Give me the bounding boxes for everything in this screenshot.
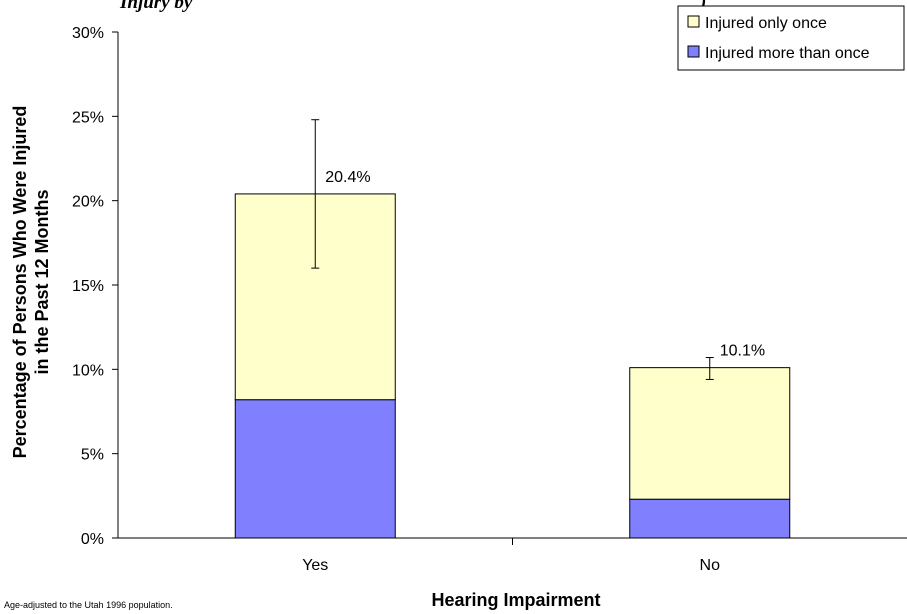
y-tick-label: 30% bbox=[72, 25, 104, 42]
y-tick-label: 20% bbox=[72, 194, 104, 211]
category-label-no: No bbox=[700, 557, 721, 574]
bar-no-series-0 bbox=[629, 498, 791, 539]
y-tick-label: 25% bbox=[72, 109, 104, 126]
bars bbox=[234, 193, 791, 539]
legend-label-once: Injured only once bbox=[705, 15, 827, 32]
legend-label-more: Injured more than once bbox=[705, 45, 870, 62]
y-axis-label-line-2: in the Past 12 Months bbox=[32, 189, 52, 374]
footnote: Age-adjusted to the Utah 1996 population… bbox=[4, 600, 173, 610]
y-axis-ticks: 0% 5% 10% 15% 20% 25% 30% bbox=[72, 25, 118, 548]
y-tick-label: 5% bbox=[81, 447, 104, 464]
chart-title-fragment: Injury by bbox=[119, 0, 193, 13]
y-tick-label: 10% bbox=[72, 362, 104, 379]
y-axis-label: Percentage of Persons Who Were Injured i… bbox=[10, 106, 52, 459]
legend-box bbox=[677, 5, 905, 71]
legend-swatch-once bbox=[687, 15, 700, 28]
data-labels: 20.4% 10.1% bbox=[325, 169, 765, 360]
y-axis-label-line-1: Percentage of Persons Who Were Injured bbox=[10, 106, 30, 459]
bar-yes-series-0 bbox=[234, 399, 396, 539]
bar-no-series-1 bbox=[629, 367, 791, 500]
legend: Injured only once Injured more than once bbox=[677, 5, 905, 71]
x-axis-label: Hearing Impairment bbox=[431, 590, 600, 610]
category-label-yes: Yes bbox=[302, 557, 328, 574]
error-bars bbox=[311, 119, 714, 380]
total-label-yes: 20.4% bbox=[325, 169, 370, 186]
legend-swatch-more bbox=[687, 45, 700, 58]
y-tick-label: 0% bbox=[81, 531, 104, 548]
y-tick-label: 15% bbox=[72, 278, 104, 295]
total-label-no: 10.1% bbox=[720, 343, 765, 360]
x-axis-categories: Yes No bbox=[302, 557, 720, 574]
